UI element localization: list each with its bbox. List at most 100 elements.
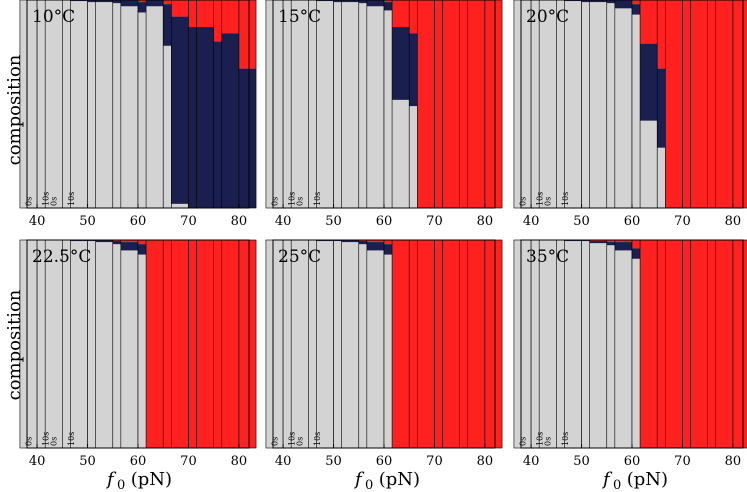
bar-folded-80-t0 bbox=[221, 0, 239, 34]
bar-unfolded-80-t0 bbox=[221, 33, 239, 208]
bar-other-60-t0 bbox=[366, 0, 384, 208]
panel-title: 22.5°C bbox=[32, 247, 91, 267]
panel-title: 20°C bbox=[526, 7, 569, 27]
x-tick-label: 80 bbox=[477, 454, 494, 469]
x-tick-label: 50 bbox=[573, 214, 590, 229]
bar-unfolded-50-t0 bbox=[316, 240, 334, 242]
bar-folded-80-t10 bbox=[732, 0, 747, 208]
x-tick-label: 80 bbox=[231, 454, 248, 469]
bar-other-50-t0 bbox=[316, 0, 334, 208]
time-label-10s: 10s bbox=[536, 432, 545, 446]
bar-unfolded-50-t0 bbox=[70, 240, 88, 242]
bar-folded-80-t0 bbox=[221, 240, 239, 448]
x-tick-label: 50 bbox=[325, 454, 342, 469]
x-tick-label: 70 bbox=[426, 214, 443, 229]
bar-unfolded-65-t0 bbox=[640, 43, 658, 121]
time-label-10s: 10s bbox=[42, 192, 51, 206]
time-label-0s: 0s bbox=[25, 197, 34, 206]
bar-unfolded-60-t0 bbox=[614, 0, 632, 9]
bar-folded-65-t0 bbox=[146, 240, 164, 448]
x-tick-label: 40 bbox=[29, 214, 46, 229]
bar-other-45-t0 bbox=[45, 0, 63, 208]
bar-other-40-t0 bbox=[19, 240, 38, 448]
bar-folded-75-t0 bbox=[690, 0, 708, 208]
bar-other-45-t0 bbox=[291, 0, 309, 208]
x-axis-label-2: f 0 (pN) bbox=[353, 469, 420, 492]
x-axis-label-unit: (pN) bbox=[621, 469, 668, 490]
bar-folded-65-t0 bbox=[640, 240, 658, 448]
panel-title: 10°C bbox=[32, 7, 75, 27]
bar-unfolded-55-t0 bbox=[589, 0, 607, 3]
bar-other-40-t0 bbox=[513, 240, 532, 448]
bar-unfolded-75-t0 bbox=[196, 27, 214, 208]
panel-title: 25°C bbox=[278, 247, 321, 267]
bar-unfolded-50-t0 bbox=[564, 240, 582, 242]
time-label-10s: 10s bbox=[288, 192, 297, 206]
x-axis-label-unit: (pN) bbox=[373, 469, 420, 490]
x-axis-label-subscript: 0 bbox=[613, 478, 621, 492]
x-axis-label-symbol: f bbox=[353, 469, 365, 490]
time-label-0s: 0s bbox=[544, 197, 553, 206]
x-tick-label: 80 bbox=[477, 214, 494, 229]
x-axis-label-1: f 0 (pN) bbox=[105, 469, 172, 492]
x-tick-label: 40 bbox=[275, 214, 292, 229]
bar-other-45-t0 bbox=[291, 240, 309, 448]
time-label-0s: 0s bbox=[296, 197, 305, 206]
x-tick-label: 40 bbox=[29, 454, 46, 469]
x-tick-label: 60 bbox=[624, 454, 641, 469]
bar-other-60-t0 bbox=[366, 240, 384, 448]
bar-folded-55-t0 bbox=[589, 240, 607, 242]
bar-unfolded-50-t0 bbox=[316, 0, 334, 2]
x-tick-label: 60 bbox=[130, 214, 147, 229]
bar-unfolded-60-t0 bbox=[120, 0, 138, 7]
bar-folded-75-t0 bbox=[442, 240, 460, 448]
bar-unfolded-60-t0 bbox=[366, 0, 384, 7]
time-label-0s: 0s bbox=[519, 197, 528, 206]
bar-folded-80-t0 bbox=[467, 0, 485, 208]
bar-unfolded-60-t0 bbox=[366, 242, 384, 251]
time-label-0s: 0s bbox=[296, 437, 305, 446]
x-tick-label: 50 bbox=[79, 454, 96, 469]
bar-folded-80-t10 bbox=[732, 240, 747, 448]
bar-other-55-t0 bbox=[589, 0, 607, 208]
bar-folded-65-t0 bbox=[392, 240, 410, 448]
bar-other-50-t0 bbox=[316, 240, 334, 448]
x-axis-label-subscript: 0 bbox=[117, 478, 125, 492]
bar-folded-80-t10 bbox=[238, 0, 257, 69]
time-label-0s: 0s bbox=[25, 437, 34, 446]
bar-unfolded-55-t0 bbox=[341, 240, 359, 243]
bar-unfolded-55-t0 bbox=[95, 240, 113, 243]
x-tick-label: 50 bbox=[79, 214, 96, 229]
bar-folded-80-t10 bbox=[238, 240, 257, 448]
bar-unfolded-55-t0 bbox=[589, 241, 607, 244]
bar-folded-80-t10 bbox=[484, 0, 503, 208]
bar-other-40-t0 bbox=[19, 0, 38, 208]
bar-unfolded-60-t0 bbox=[120, 242, 138, 251]
bar-other-45-t0 bbox=[45, 240, 63, 448]
bar-folded-70-t0 bbox=[171, 0, 189, 17]
x-axis-label-unit: (pN) bbox=[125, 469, 172, 490]
x-axis-label-subscript: 0 bbox=[365, 478, 373, 492]
bar-folded-70-t0 bbox=[665, 240, 683, 448]
time-label-10s: 10s bbox=[42, 432, 51, 446]
bar-folded-60-t0 bbox=[614, 240, 632, 243]
bar-other-40-t0 bbox=[265, 0, 284, 208]
y-axis-label-top: composition bbox=[4, 54, 25, 165]
bar-unfolded-55-t0 bbox=[95, 0, 113, 3]
x-axis-label-symbol: f bbox=[105, 469, 117, 490]
panel-title: 35°C bbox=[526, 247, 569, 267]
time-label-10s: 10s bbox=[536, 192, 545, 206]
bar-unfolded-50-t0 bbox=[70, 0, 88, 2]
bar-unfolded-70-t0 bbox=[171, 16, 189, 204]
bar-folded-70-t0 bbox=[417, 0, 435, 208]
x-tick-label: 60 bbox=[376, 454, 393, 469]
bar-folded-80-t10 bbox=[484, 240, 503, 448]
bar-folded-60-t0 bbox=[366, 240, 384, 243]
x-tick-label: 80 bbox=[725, 214, 742, 229]
